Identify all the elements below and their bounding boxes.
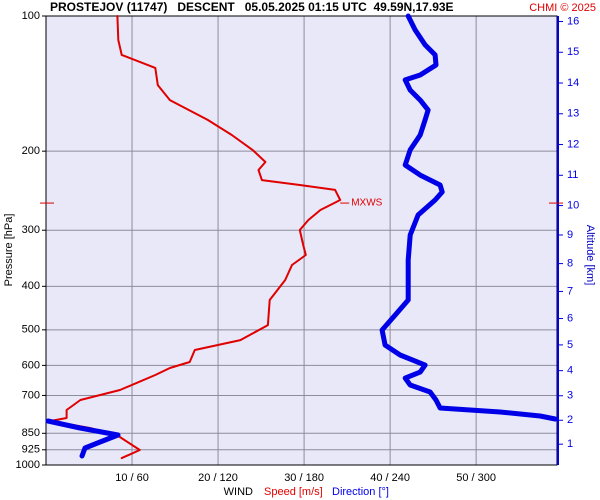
y-tick-label: 300 xyxy=(22,224,40,236)
y2-tick-label: 6 xyxy=(567,312,573,324)
y-tick-label: 925 xyxy=(22,444,40,456)
profile-line xyxy=(45,13,558,459)
y2-tick-label: 7 xyxy=(567,285,573,297)
x-axis-label: WIND xyxy=(224,486,253,498)
y2-tick-label: 14 xyxy=(567,77,579,89)
y2-tick-label: 11 xyxy=(567,169,578,181)
copyright: CHMI © 2025 xyxy=(529,2,596,14)
y2-tick-label: 5 xyxy=(567,339,573,351)
y-tick-label: 1000 xyxy=(16,459,40,471)
x-tick-label: 50 / 300 xyxy=(456,472,496,484)
x-tick-label: 20 / 120 xyxy=(198,472,238,484)
y-tick-label: 500 xyxy=(22,324,40,336)
y-tick-label: 100 xyxy=(22,10,40,22)
y2-tick-label: 12 xyxy=(567,138,579,150)
y2-tick-label: 9 xyxy=(567,229,573,241)
y2-tick-label: 15 xyxy=(567,46,579,58)
y-tick-label: 400 xyxy=(22,280,40,292)
y-tick-label: 600 xyxy=(22,359,40,371)
x-tick-label: 10 / 60 xyxy=(115,472,149,484)
chart-title: PROSTEJOV (11747) DESCENT 05.05.2025 01:… xyxy=(50,0,454,14)
legend-entry: Speed [m/s] xyxy=(264,486,323,498)
y2-axis-label: Altitude [km] xyxy=(584,225,596,286)
y-axis-label: Pressure [hPa] xyxy=(3,214,15,287)
x-tick-label: 30 / 180 xyxy=(284,472,324,484)
y2-tick-label: 10 xyxy=(567,199,579,211)
x-tick-label: 40 / 240 xyxy=(370,472,410,484)
y-tick-label: 700 xyxy=(22,389,40,401)
y2-tick-label: 13 xyxy=(567,108,579,120)
profile-line xyxy=(49,15,342,460)
y2-tick-label: 16 xyxy=(567,15,579,27)
y2-tick-label: 2 xyxy=(567,414,573,426)
y2-tick-label: 8 xyxy=(567,258,573,270)
mxws-label: MXWS xyxy=(351,198,382,209)
y2-tick-label: 3 xyxy=(567,390,573,402)
legend-entry: Direction [°] xyxy=(332,486,389,498)
y-tick-label: 200 xyxy=(22,145,40,157)
y2-tick-label: 1 xyxy=(567,438,573,450)
y2-tick-label: 4 xyxy=(567,365,573,377)
y-tick-label: 850 xyxy=(22,427,40,439)
